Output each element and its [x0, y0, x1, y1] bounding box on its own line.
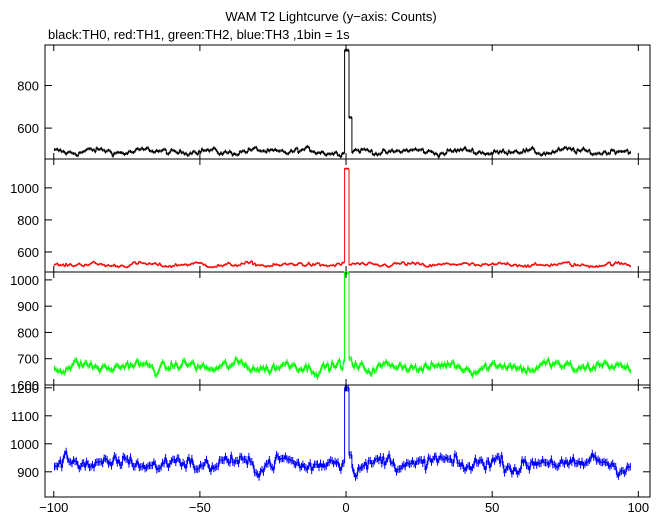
x-tick-label: 100	[627, 500, 649, 515]
x-tick-label: −100	[39, 500, 68, 515]
x-tick-label: 0	[342, 500, 349, 515]
y-tick-label: 900	[17, 465, 39, 480]
y-tick-label: 1200	[10, 381, 39, 396]
x-tick-label: −50	[189, 500, 211, 515]
panel-frame	[44, 158, 651, 273]
panel-frame	[44, 384, 651, 498]
panel-th3: 900 1000 1100 1200	[10, 381, 651, 498]
y-tick-label: 600	[17, 121, 39, 136]
panel-th0: 600 800	[17, 44, 651, 160]
series-line-th1	[53, 167, 631, 269]
series-line-th2	[53, 271, 631, 380]
y-tick-label: 800	[17, 325, 39, 340]
panel-frame	[44, 44, 651, 160]
chart-subtitle: black:TH0, red:TH1, green:TH2, blue:TH3 …	[48, 27, 350, 42]
y-tick-label: 600	[17, 245, 39, 260]
y-tick-label: 1000	[10, 437, 39, 452]
y-tick-label: 1100	[11, 409, 39, 424]
y-tick-label: 800	[17, 78, 39, 93]
y-tick-label: 1000	[10, 273, 39, 288]
series-line-th3	[53, 385, 631, 481]
y-tick-label: 600	[17, 378, 39, 393]
chart-title: WAM T2 Lightcurve (y−axis: Counts)	[225, 9, 437, 24]
panel-th1: 600 800 1000	[10, 158, 651, 273]
panel-th2: 600 700 800 900 1000	[10, 271, 651, 393]
y-tick-label: 900	[17, 299, 39, 314]
y-tick-label: 800	[17, 213, 39, 228]
series-line-th0	[53, 48, 631, 159]
y-tick-label: 1000	[10, 181, 39, 196]
panel-frame	[44, 271, 651, 386]
x-tick-label: 50	[485, 500, 499, 515]
y-tick-label: 700	[17, 352, 39, 367]
